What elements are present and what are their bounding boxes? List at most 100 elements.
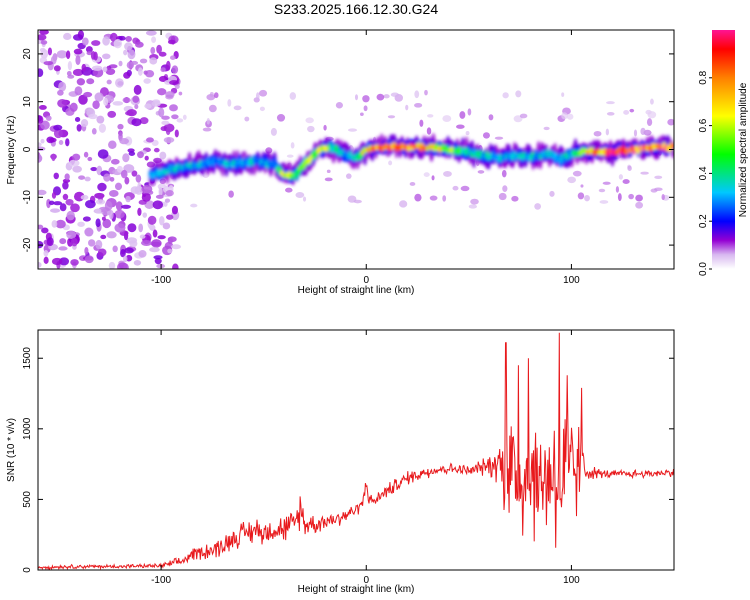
heatmap-noise-blob — [112, 245, 118, 253]
heatmap-noise-blob — [125, 110, 134, 116]
ridge-mark — [671, 143, 674, 149]
heatmap-noise-blob — [39, 30, 49, 35]
heatmap-noise-blob — [124, 42, 133, 51]
heatmap-noise-blob — [53, 65, 61, 72]
y-tick-label: 0 — [22, 567, 33, 573]
heatmap-noise-blob — [87, 156, 93, 162]
heatmap-halo-blob — [208, 104, 217, 113]
heatmap-noise-blob — [84, 227, 94, 237]
heatmap-halo-blob — [467, 108, 472, 116]
heatmap-noise-blob — [108, 190, 119, 197]
heatmap-halo-blob — [427, 114, 434, 118]
heatmap-noise-blob — [91, 65, 103, 71]
x-tick-label: -100 — [151, 575, 171, 586]
heatmap-noise-blob — [123, 49, 128, 56]
heatmap-noise-blob — [66, 210, 75, 221]
heatmap-halo-blob — [209, 91, 214, 97]
heatmap-noise-blob — [53, 128, 63, 139]
heatmap-noise-blob — [108, 261, 116, 269]
heatmap-noise-blob — [43, 249, 49, 257]
heatmap-noise-blob — [66, 230, 77, 239]
heatmap-noise-blob — [157, 235, 166, 240]
heatmap-halo-blob — [561, 92, 565, 97]
heatmap-noise-blob — [38, 240, 44, 249]
heatmap-noise-blob — [48, 200, 55, 206]
heatmap-halo-blob — [258, 89, 268, 97]
colorbar-ticks: 0.0 0.2 0.4 0.6 0.8 — [698, 70, 712, 276]
heatmap-noise-blob — [106, 79, 112, 85]
y-tick-label: 0 — [22, 146, 33, 152]
heatmap-halo-blob — [667, 118, 674, 126]
heatmap-noise-blob — [76, 124, 82, 132]
heatmap-noise-blob — [40, 138, 45, 144]
heatmap-noise-blob — [133, 260, 142, 266]
heatmap-noise-blob — [146, 161, 156, 168]
heatmap-halo-blob — [640, 171, 649, 175]
heatmap-halo-blob — [244, 116, 250, 122]
heatmap-noise-blob — [171, 65, 179, 74]
heatmap-halo-blob — [628, 193, 634, 200]
heatmap-halo-blob — [409, 182, 416, 186]
heatmap-noise-blob — [122, 255, 128, 263]
heatmap-noise-blob — [153, 255, 163, 260]
heatmap-noise-blob — [80, 194, 89, 200]
spectrogram-x-label: Height of straight line (km) — [298, 285, 415, 296]
heatmap-halo-blob — [326, 169, 331, 174]
heatmap-noise-blob — [167, 248, 173, 254]
heatmap-halo-blob — [501, 169, 507, 178]
heatmap-halo-blob — [335, 102, 343, 109]
heatmap-noise-blob — [112, 101, 124, 106]
heatmap-noise-blob — [76, 78, 86, 86]
heatmap-noise-blob — [170, 55, 176, 60]
heatmap-noise-blob — [174, 129, 179, 138]
heatmap-halo-blob — [159, 178, 166, 185]
heatmap-noise-blob — [164, 198, 171, 203]
heatmap-noise-blob — [78, 175, 86, 180]
heatmap-noise-blob — [68, 159, 80, 167]
heatmap-noise-blob — [90, 166, 98, 172]
heatmap-noise-blob — [84, 176, 91, 182]
heatmap-halo-blob — [419, 119, 424, 127]
heatmap-halo-blob — [423, 172, 430, 177]
heatmap-noise-blob — [158, 186, 163, 197]
figure-title: S233.2025.166.12.30.G24 — [274, 1, 438, 17]
heatmap-noise-blob — [137, 151, 144, 159]
heatmap-noise-blob — [166, 214, 174, 220]
heatmap-halo-blob — [206, 118, 210, 125]
heatmap-halo-blob — [502, 185, 508, 193]
colorbar-gradient — [712, 30, 735, 269]
heatmap-noise-blob — [147, 215, 157, 225]
heatmap-noise-blob — [157, 88, 167, 96]
heatmap-noise-blob — [154, 257, 162, 265]
heatmap-noise-blob — [81, 37, 89, 46]
heatmap-noise-blob — [156, 44, 162, 54]
heatmap-noise-blob — [133, 84, 142, 95]
heatmap-noise-blob — [90, 51, 96, 60]
heatmap-noise-blob — [163, 136, 175, 144]
spectrogram-x-ticks: -100 0 100 — [151, 30, 580, 286]
heatmap-noise-blob — [78, 94, 88, 105]
heatmap-noise-blob — [132, 95, 140, 103]
heatmap-halo-blob — [647, 111, 657, 119]
heatmap-noise-blob — [123, 72, 131, 79]
heatmap-noise-blob — [165, 60, 171, 71]
heatmap-noise-blob — [102, 36, 110, 46]
heatmap-noise-blob — [95, 208, 102, 214]
heatmap-noise-blob — [53, 172, 59, 180]
snr-y-ticks: 0 500 1000 1500 — [22, 347, 674, 573]
heatmap-noise-blob — [83, 91, 93, 98]
heatmap-noise-blob — [38, 224, 44, 230]
heatmap-noise-blob — [51, 153, 56, 162]
heatmap-halo-blob — [424, 89, 428, 96]
heatmap-noise-blob — [149, 247, 160, 253]
heatmap-noise-blob — [138, 223, 144, 233]
heatmap-noise-blob — [140, 239, 152, 246]
heatmap-noise-blob — [97, 149, 109, 159]
heatmap-noise-blob — [158, 107, 165, 118]
colorbar-tick-label: 0.0 — [698, 262, 709, 276]
heatmap-noise-blob — [143, 78, 151, 84]
heatmap-noise-blob — [113, 38, 123, 49]
heatmap-halo-blob — [549, 190, 555, 197]
heatmap-halo-blob — [405, 104, 409, 111]
heatmap-noise-blob — [38, 262, 42, 268]
